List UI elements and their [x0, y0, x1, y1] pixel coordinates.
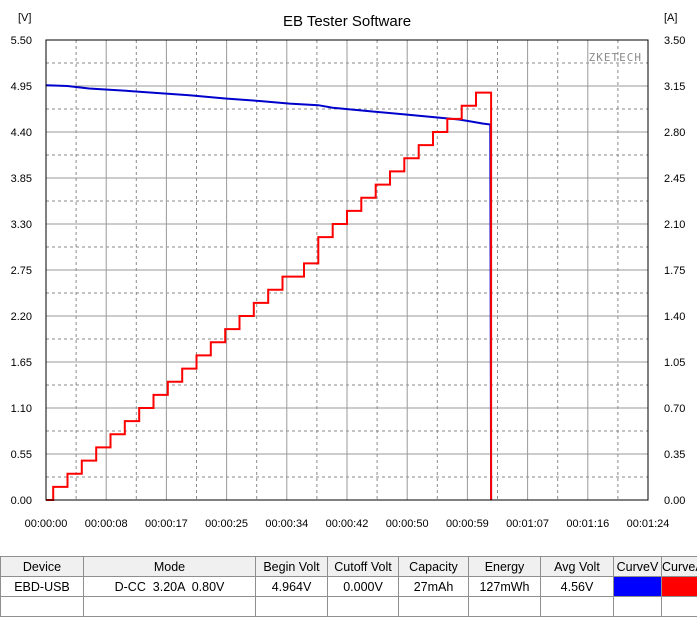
x-tick-labels: 00:00:00 00:00:08 00:00:17 00:00:25 00:00:34…	[25, 518, 670, 530]
x-tick-label: 00:00:25	[205, 518, 248, 530]
x-tick-label: 00:00:42	[326, 518, 369, 530]
x-tick-label: 00:00:50	[386, 518, 429, 530]
watermark: ZKETECH	[589, 51, 642, 64]
header-cutoff-volt[interactable]: Cutoff Volt	[328, 557, 399, 577]
header-energy[interactable]: Energy	[469, 557, 541, 577]
y-left-unit: [V]	[18, 12, 31, 24]
y-left-tick-label: 2.20	[11, 311, 32, 323]
cell-mode: D-CC 3.20A 0.80V	[84, 577, 256, 597]
cell-device: EBD-USB	[1, 577, 84, 597]
y-right-tick-label: 0.70	[664, 403, 685, 415]
x-tick-label: 00:01:07	[506, 518, 549, 530]
x-tick-label: 00:00:08	[85, 518, 128, 530]
x-tick-label: 00:00:59	[446, 518, 489, 530]
cell-curve-v[interactable]	[614, 577, 662, 597]
header-device[interactable]: Device	[1, 557, 84, 577]
y-right-tick-label: 1.05	[664, 357, 685, 369]
header-curve-a[interactable]: CurveA	[662, 557, 697, 577]
header-mode[interactable]: Mode	[84, 557, 256, 577]
table-row[interactable]: EBD-USB D-CC 3.20A 0.80V 4.964V 0.000V 2…	[1, 577, 697, 597]
chart-area: EB Tester Software [V] [A] 5.50 4.95 4.40 3…	[0, 0, 697, 556]
header-capacity[interactable]: Capacity	[399, 557, 469, 577]
y-left-tick-label: 0.00	[11, 495, 32, 507]
y-right-tick-label: 3.50	[664, 35, 685, 47]
y-left-tick-label: 5.50	[11, 35, 32, 47]
cell-curve-a[interactable]	[662, 577, 697, 597]
header-avg-volt[interactable]: Avg Volt	[541, 557, 614, 577]
y-left-tick-label: 3.85	[11, 173, 32, 185]
y-right-tick-label: 3.15	[664, 81, 685, 93]
x-tick-label: 00:01:16	[566, 518, 609, 530]
y-left-tick-label: 1.65	[11, 357, 32, 369]
y-right-tick-label: 1.40	[664, 311, 685, 323]
y-left-tick-label: 0.55	[11, 449, 32, 461]
y-left-tick-label: 2.75	[11, 265, 32, 277]
x-tick-label: 00:00:00	[25, 518, 68, 530]
summary-table: Device Mode Begin Volt Cutoff Volt Capac…	[0, 556, 697, 617]
header-curve-v[interactable]: CurveV	[614, 557, 662, 577]
y-left-tick-label: 4.95	[11, 81, 32, 93]
y-left-tick-label: 3.30	[11, 219, 32, 231]
current-series-line	[46, 93, 491, 500]
y-right-unit: [A]	[664, 12, 677, 24]
y-right-tick-label: 0.00	[664, 495, 685, 507]
y-right-tick-label: 2.10	[664, 219, 685, 231]
x-tick-label: 00:00:17	[145, 518, 188, 530]
y-left-tick-label: 4.40	[11, 127, 32, 139]
y-right-tick-label: 0.35	[664, 449, 685, 461]
curve-v-color-swatch[interactable]	[614, 577, 661, 596]
cell-avg-volt: 4.56V	[541, 577, 614, 597]
summary-header-row: Device Mode Begin Volt Cutoff Volt Capac…	[1, 557, 697, 577]
x-tick-label: 00:01:24	[627, 518, 670, 530]
curve-a-color-swatch[interactable]	[662, 577, 697, 596]
header-begin-volt[interactable]: Begin Volt	[256, 557, 328, 577]
cell-capacity: 27mAh	[399, 577, 469, 597]
y-left-tick-label: 1.10	[11, 403, 32, 415]
y-right-tick-label: 1.75	[664, 265, 685, 277]
y-right-tick-labels: 3.50 3.15 2.80 2.45 2.10 1.75 1.40 1.05 0.70 0.35…	[664, 35, 685, 507]
chart-title: EB Tester Software	[283, 13, 411, 30]
y-right-tick-label: 2.45	[664, 173, 685, 185]
cell-cutoff-volt: 0.000V	[328, 577, 399, 597]
y-left-tick-labels: 5.50 4.95 4.40 3.85 3.30 2.75 2.20 1.65 1.10 0.55…	[11, 35, 32, 507]
y-right-tick-label: 2.80	[664, 127, 685, 139]
x-tick-label: 00:00:34	[265, 518, 308, 530]
cell-energy: 127mWh	[469, 577, 541, 597]
cell-begin-volt: 4.964V	[256, 577, 328, 597]
